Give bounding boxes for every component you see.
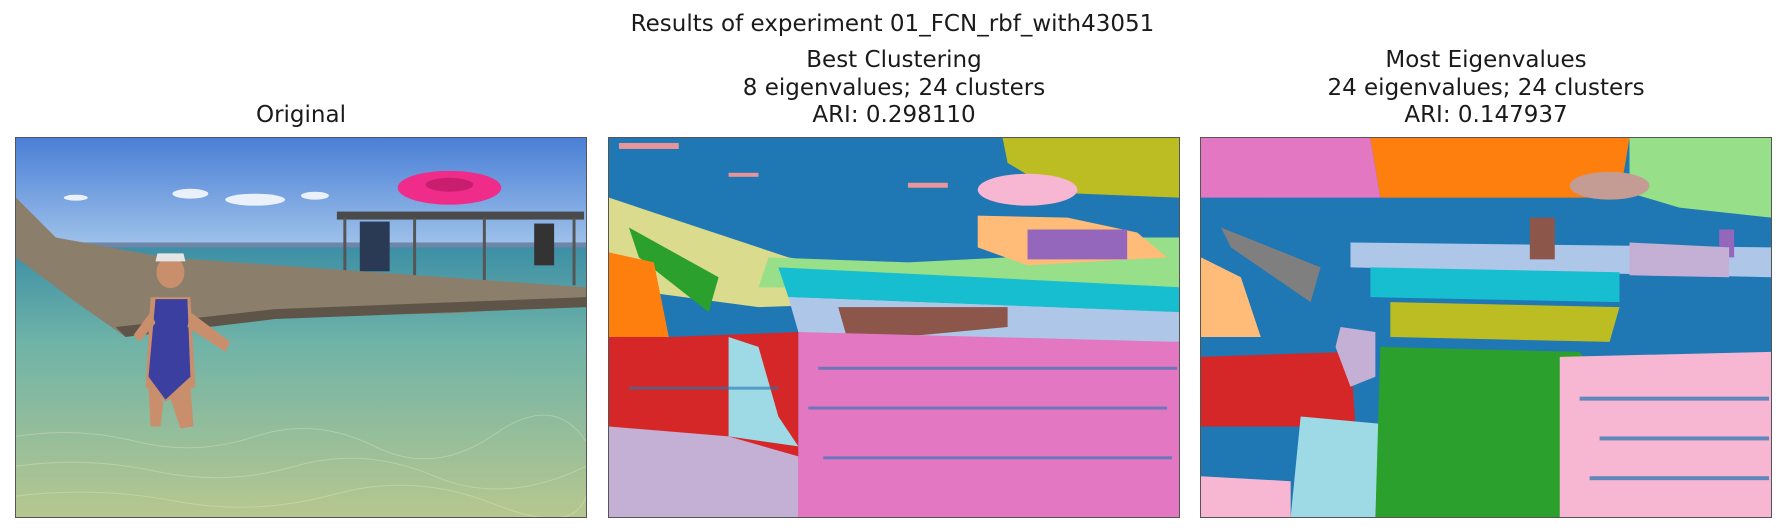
original-image-panel xyxy=(15,137,587,518)
most-eigenvalues-map xyxy=(1201,138,1771,517)
best-eigen-line: 8 eigenvalues; 24 clusters xyxy=(742,74,1046,101)
best-title-line: Best Clustering xyxy=(806,47,982,73)
best-clustering-panel-title: Best Clustering 8 eigenvalues; 24 cluste… xyxy=(608,47,1180,130)
most-eigenvalues-panel xyxy=(1200,137,1772,518)
original-panel-title: Original xyxy=(15,102,587,130)
most-title-line: Most Eigenvalues xyxy=(1385,47,1587,73)
original-title-line: Original xyxy=(255,102,346,128)
sky xyxy=(16,138,586,246)
horizon xyxy=(16,242,586,249)
figure-suptitle: Results of experiment 01_FCN_rbf_with430… xyxy=(630,11,1155,37)
water-ripples xyxy=(16,414,586,517)
person xyxy=(133,253,231,429)
most-eigen-line: 24 eigenvalues; 24 clusters xyxy=(1327,74,1645,101)
best-ari-line: ARI: 0.298110 xyxy=(812,102,976,128)
most-ari-line: ARI: 0.147937 xyxy=(1404,102,1568,128)
most-eigen-panel-title: Most Eigenvalues 24 eigenvalues; 24 clus… xyxy=(1200,47,1772,130)
frisbee-center xyxy=(425,177,474,192)
original-photo xyxy=(16,138,586,517)
best-clustering-map xyxy=(609,138,1179,517)
clouds xyxy=(63,188,329,206)
best-clustering-panel xyxy=(608,137,1180,518)
